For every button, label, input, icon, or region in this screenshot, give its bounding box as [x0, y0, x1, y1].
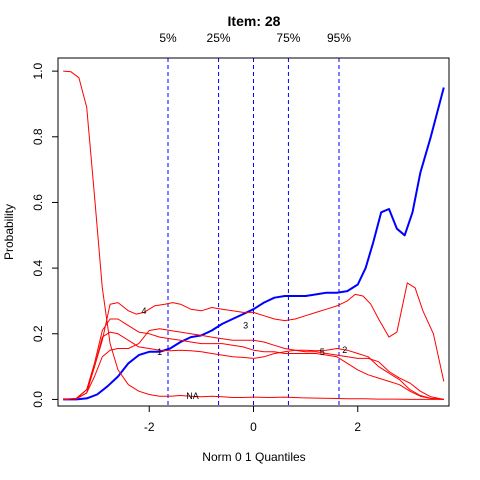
y-tick-label: 0.0: [31, 391, 45, 408]
quantile-label: 5%: [159, 31, 177, 45]
series-lines: [63, 70, 445, 401]
curve-label: 3: [243, 321, 248, 331]
option-curve-line: [63, 318, 444, 400]
y-tick-label: 0.6: [31, 194, 45, 211]
quantile-label: 75%: [276, 31, 300, 45]
option-curve-line: [63, 331, 444, 400]
quantile-labels: 5% 25% 75% 95%: [159, 31, 351, 45]
x-axis: -2 0 2: [144, 406, 361, 434]
quantile-label: 95%: [327, 31, 351, 45]
x-tick-label: 2: [354, 420, 361, 434]
y-tick-label: 0.2: [31, 325, 45, 342]
option-curve-line: [63, 70, 444, 400]
x-tick-label: 0: [250, 420, 257, 434]
y-axis: 0.0 0.2 0.4 0.6 0.8 1.0: [31, 62, 58, 408]
quantile-lines: [167, 58, 340, 406]
chart-title: Item: 28: [228, 13, 281, 29]
curve-label: 4: [142, 306, 147, 316]
x-axis-label: Norm 0 1 Quantiles: [202, 450, 305, 464]
quantile-label: 25%: [207, 31, 231, 45]
option-curve-line: [63, 282, 445, 400]
x-tick-label: -2: [144, 420, 155, 434]
curve-label: 5: [320, 347, 325, 357]
y-axis-label: Probability: [2, 204, 16, 260]
curve-label: NA: [186, 391, 199, 401]
curve-label: 1: [157, 347, 162, 357]
y-tick-label: 1.0: [31, 62, 45, 79]
y-tick-label: 0.4: [31, 259, 45, 276]
curve-labels: NA 1 2 3 4 5: [142, 306, 348, 401]
option-curve-line: [63, 328, 444, 400]
y-tick-label: 0.8: [31, 128, 45, 145]
expected-score-line: [63, 87, 445, 401]
curve-label: 2: [342, 345, 347, 355]
